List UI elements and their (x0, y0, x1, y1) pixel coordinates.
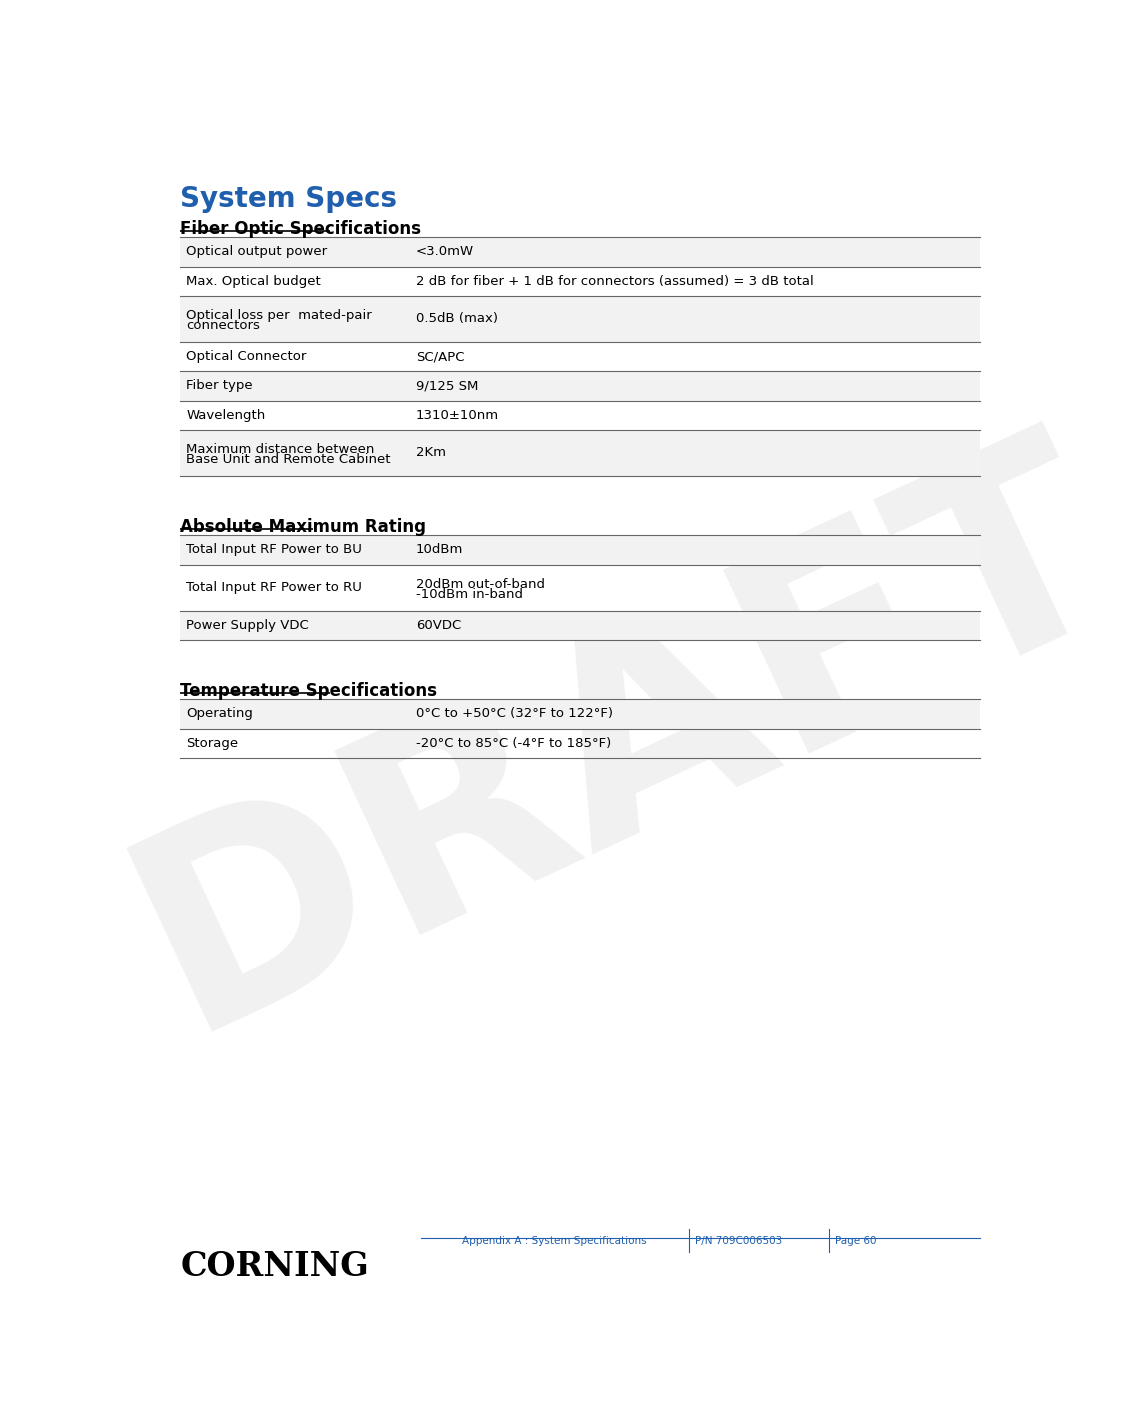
Text: Total Input RF Power to BU: Total Input RF Power to BU (187, 543, 362, 556)
Text: CORNING: CORNING (180, 1251, 369, 1283)
Text: SC/APC: SC/APC (415, 351, 464, 364)
Bar (180, 371, 980, 401)
Text: 20dBm out-of-band: 20dBm out-of-band (415, 578, 544, 590)
Text: Fiber type: Fiber type (187, 379, 254, 392)
Text: 9/125 SM: 9/125 SM (415, 379, 479, 392)
Text: Absolute Maximum Rating: Absolute Maximum Rating (180, 519, 427, 536)
Text: <3.0mW: <3.0mW (415, 245, 474, 258)
Text: 0.5dB (max): 0.5dB (max) (415, 312, 498, 325)
Text: 60VDC: 60VDC (415, 619, 461, 632)
Text: -20°C to 85°C (-4°F to 185°F): -20°C to 85°C (-4°F to 185°F) (415, 737, 611, 750)
Text: 10dBm: 10dBm (415, 543, 463, 556)
Text: 1310±10nm: 1310±10nm (415, 409, 499, 422)
Bar (180, 535, 980, 565)
Bar (180, 610, 980, 640)
Text: -10dBm in-band: -10dBm in-band (415, 588, 523, 600)
Text: Optical Connector: Optical Connector (187, 351, 307, 364)
Text: DRAFT: DRAFT (96, 401, 1132, 1084)
Text: Optical loss per  mated-pair: Optical loss per mated-pair (187, 309, 372, 322)
Text: Wavelength: Wavelength (187, 409, 266, 422)
Text: Total Input RF Power to RU: Total Input RF Power to RU (187, 582, 362, 595)
Text: 0°C to +50°C (32°F to 122°F): 0°C to +50°C (32°F to 122°F) (415, 707, 612, 720)
Text: Temperature Specifications: Temperature Specifications (180, 683, 437, 700)
Text: Base Unit and Remote Cabinet: Base Unit and Remote Cabinet (187, 453, 391, 466)
Text: Max. Optical budget: Max. Optical budget (187, 275, 321, 288)
Text: Maximum distance between: Maximum distance between (187, 443, 375, 456)
Bar (180, 429, 980, 476)
Text: Operating: Operating (187, 707, 254, 720)
Bar (180, 699, 980, 729)
Text: Optical output power: Optical output power (187, 245, 327, 258)
Text: Power Supply VDC: Power Supply VDC (187, 619, 309, 632)
Text: 2Km: 2Km (415, 446, 446, 459)
Text: System Specs: System Specs (180, 185, 397, 212)
Text: Page 60: Page 60 (835, 1236, 876, 1246)
Text: Storage: Storage (187, 737, 239, 750)
Bar (180, 237, 980, 267)
Text: 2 dB for fiber + 1 dB for connectors (assumed) = 3 dB total: 2 dB for fiber + 1 dB for connectors (as… (415, 275, 814, 288)
Text: Appendix A : System Specifications: Appendix A : System Specifications (463, 1236, 648, 1246)
Text: Fiber Optic Specifications: Fiber Optic Specifications (180, 221, 421, 238)
Text: P/N 709C006503: P/N 709C006503 (695, 1236, 782, 1246)
Text: connectors: connectors (187, 319, 260, 332)
Bar (180, 295, 980, 342)
